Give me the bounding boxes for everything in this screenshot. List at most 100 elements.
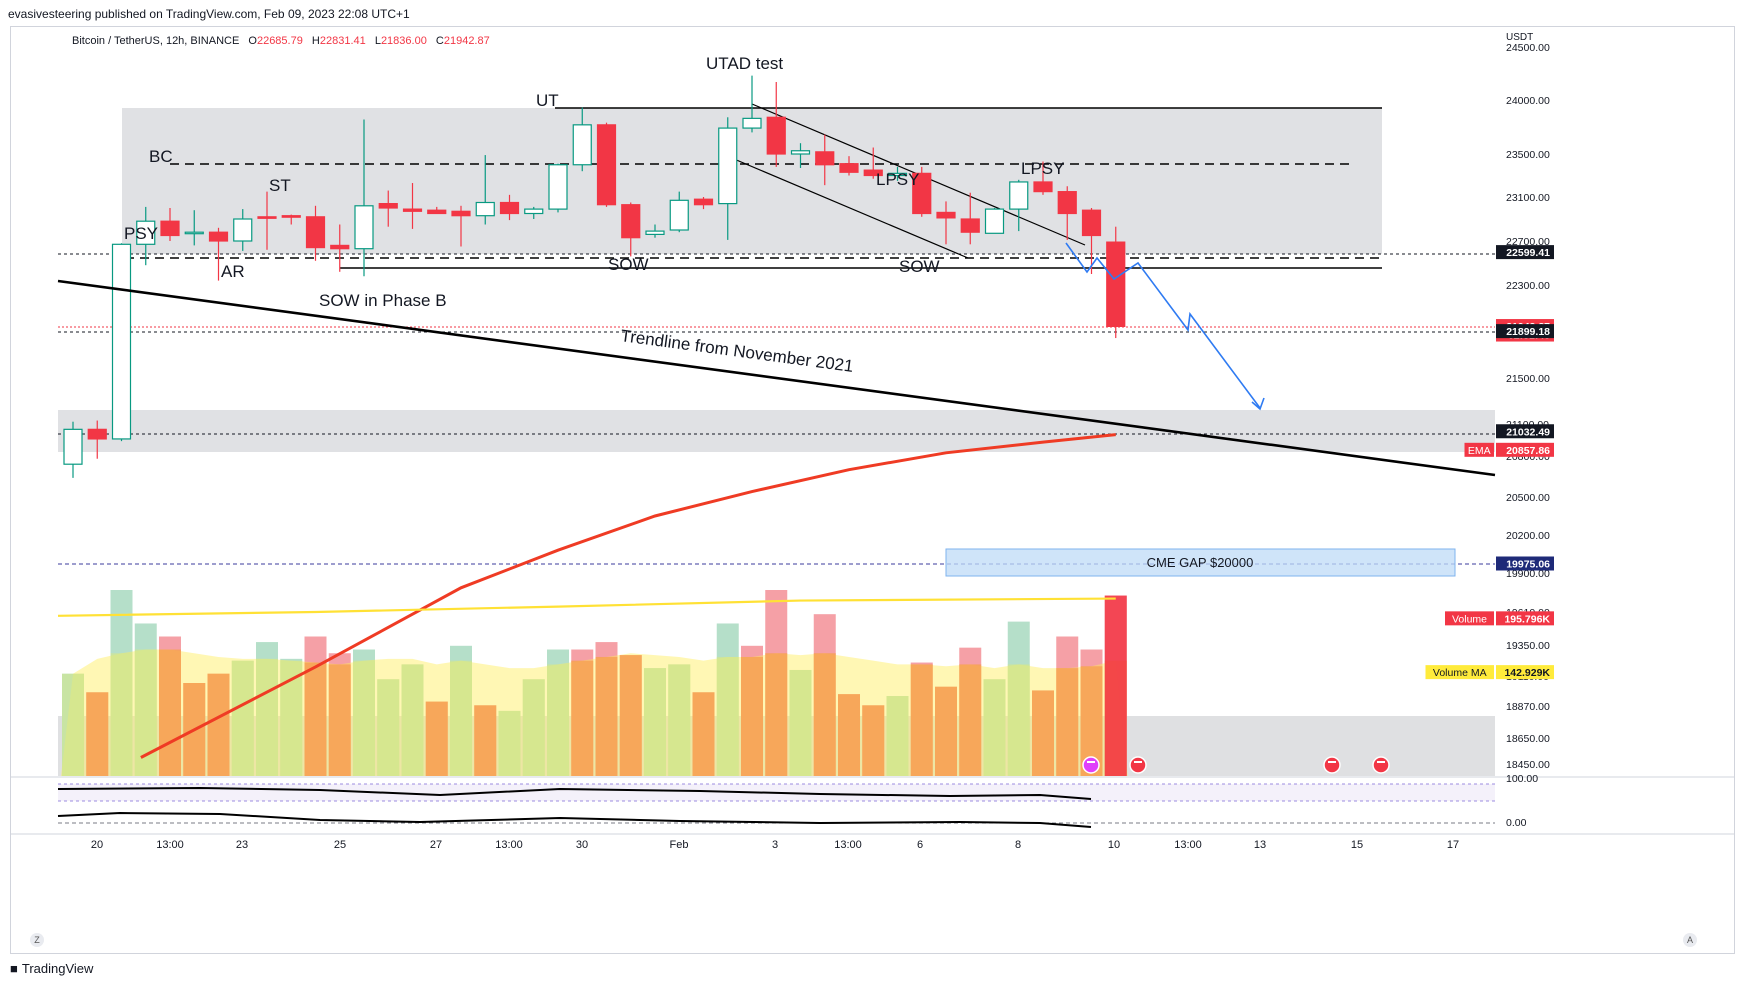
candle-body	[1033, 181, 1053, 193]
price-badge-value: 21899.18	[1506, 326, 1550, 338]
volume-bar-overlap	[644, 668, 666, 776]
oscillator-tick-0: 0.00	[1506, 817, 1527, 829]
volume-bar-overlap	[401, 664, 424, 776]
time-tick-label: 15	[1351, 839, 1363, 851]
close-value: 21942.87	[443, 35, 490, 47]
high-value: 22831.41	[319, 35, 366, 47]
time-tick-label: 25	[334, 839, 346, 851]
candle-body	[427, 209, 447, 215]
time-tick-label: 13:00	[1174, 839, 1202, 851]
price-badge-label: Volume MA	[1433, 667, 1487, 679]
time-tick-label: 6	[917, 839, 923, 851]
volume-bar-overlap	[353, 660, 375, 776]
price-badge	[1496, 665, 1554, 680]
price-badge-value: 21032.49	[1506, 426, 1550, 438]
annotation-utad: UTAD test	[706, 54, 783, 73]
candle-body	[63, 428, 83, 465]
price-tick-label: 22700.00	[1506, 236, 1550, 248]
volume-bar-overlap	[959, 664, 982, 776]
volume-bar-overlap	[1007, 664, 1030, 776]
volume-bar-overlap	[134, 649, 157, 776]
candle-body	[766, 116, 786, 155]
volume-bar-overlap	[328, 664, 351, 776]
candle-body	[1106, 241, 1126, 328]
candle-body	[548, 164, 568, 210]
oscillator-line-2	[57, 811, 1092, 828]
annotation-lpsy2: LPSY	[1021, 159, 1064, 178]
candle-body	[815, 151, 835, 166]
volume-bar-overlap	[159, 649, 181, 776]
time-tick-label: 27	[430, 839, 442, 851]
volume-bar-overlap	[765, 653, 788, 776]
annotation-ut: UT	[536, 91, 559, 110]
volume-bar-overlap	[450, 660, 472, 776]
candle-body	[718, 127, 738, 205]
cme-gap-box	[945, 548, 1456, 577]
brand-name: TradingView	[21, 961, 94, 976]
event-icon-glyph	[1134, 761, 1142, 763]
price-badge-value: 19975.06	[1506, 559, 1550, 571]
candle-body	[863, 169, 883, 177]
ema-line	[140, 433, 1116, 759]
volume-bar-overlap	[838, 694, 860, 776]
price-tick-label: 21500.00	[1506, 373, 1550, 385]
price-tick-label: 23100.00	[1506, 192, 1550, 204]
publish-line: evasivesteering published on TradingView…	[8, 7, 410, 21]
price-tick-label: 24500.00	[1506, 42, 1550, 54]
zoom-reset-button[interactable]: Z	[30, 933, 44, 947]
volume-bar-overlap	[256, 658, 278, 776]
volume-bar-overlap	[935, 686, 957, 776]
symbol-name: Bitcoin / TetherUS, 12h, BINANCE	[72, 35, 240, 47]
auto-scale-button[interactable]: A	[1683, 933, 1697, 947]
price-badge	[1496, 324, 1554, 339]
volume-bar-overlap	[910, 664, 933, 776]
close-label: C	[435, 35, 444, 47]
candle-body	[330, 244, 350, 250]
volume-bar-overlap	[619, 655, 642, 776]
annotation-cme-gap: CME GAP $20000	[1147, 555, 1254, 570]
projection-path	[1065, 242, 1261, 409]
price-tick-label: 18650.00	[1506, 733, 1550, 745]
candle-body	[572, 124, 592, 166]
open-label: O	[248, 35, 257, 47]
price-badge-value: 20857.86	[1506, 445, 1550, 457]
volume-bar-overlap	[110, 653, 133, 776]
price-tick-label: 20200.00	[1506, 530, 1550, 542]
price-tick-label: 22300.00	[1506, 280, 1550, 292]
price-badge-value: 195.796K	[1504, 613, 1550, 625]
price-badge	[1496, 245, 1554, 260]
candle-body	[887, 172, 908, 177]
price-badge	[1496, 556, 1554, 571]
channel-lower-line	[726, 155, 969, 259]
volume-bar-overlap	[231, 660, 254, 776]
trendline-november-2021	[57, 279, 1496, 477]
volume-bar-overlap	[522, 679, 545, 776]
volume-bar-overlap	[668, 664, 691, 776]
price-axis-unit: USDT	[1506, 32, 1533, 43]
candle-body	[136, 220, 156, 245]
event-icon-glyph	[1377, 761, 1385, 763]
volume-bar-overlap	[1080, 666, 1103, 776]
symbol-legend[interactable]: Bitcoin / TetherUS, 12h, BINANCE O22685.…	[72, 35, 490, 47]
low-value: 21836.00	[380, 35, 427, 47]
time-tick-label: 10	[1108, 839, 1120, 851]
price-badge-label: Volume	[1452, 613, 1487, 625]
annotation-lpsy1: LPSY	[876, 170, 919, 189]
candle-body	[524, 208, 544, 215]
annotation-sow2: SOW	[899, 257, 940, 276]
candle-body	[305, 216, 326, 249]
low-label: L	[374, 35, 381, 47]
candle-body	[839, 163, 859, 173]
candle-body	[1081, 209, 1102, 237]
volume-bar-overlap	[1032, 690, 1054, 776]
candle-body	[499, 201, 520, 215]
price-badge	[1496, 442, 1554, 457]
volume-bar-overlap	[498, 710, 521, 776]
volume-bar-current	[1104, 595, 1127, 776]
candle-body	[596, 124, 617, 206]
price-badge	[1496, 611, 1554, 626]
volume-bar-overlap	[886, 696, 909, 776]
price-badge-label: EMA	[1468, 445, 1491, 457]
volume-ma-line	[57, 597, 1116, 617]
